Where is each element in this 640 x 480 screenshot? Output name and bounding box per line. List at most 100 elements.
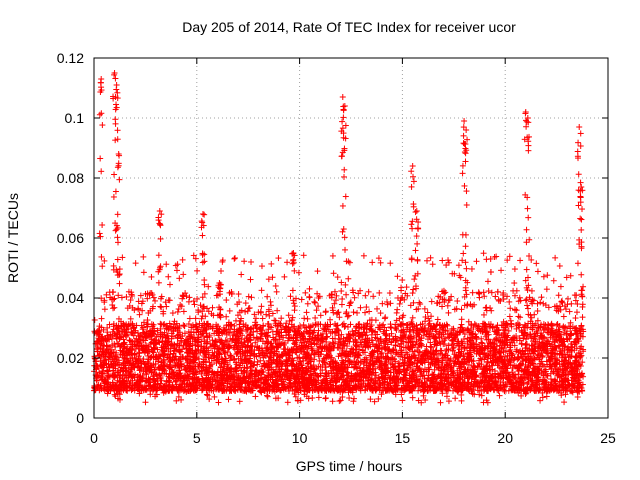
data-point <box>181 330 188 337</box>
data-point <box>561 399 568 406</box>
data-point <box>98 253 105 260</box>
data-point <box>284 399 291 406</box>
data-point <box>180 322 187 329</box>
data-point <box>223 313 230 320</box>
data-point <box>437 399 444 406</box>
data-point <box>409 394 416 401</box>
data-point <box>547 376 554 383</box>
data-point <box>204 392 211 399</box>
data-point <box>194 267 201 274</box>
data-point <box>144 295 151 302</box>
data-point <box>498 267 505 274</box>
data-point <box>579 314 586 321</box>
data-point <box>428 298 435 305</box>
data-point <box>180 271 187 278</box>
data-point <box>345 275 352 282</box>
data-point <box>346 259 353 266</box>
data-point <box>346 395 353 402</box>
data-point <box>541 363 548 370</box>
data-point <box>301 315 308 322</box>
data-point <box>444 302 451 309</box>
data-point <box>557 283 564 290</box>
data-point <box>543 393 550 400</box>
data-point <box>350 309 357 316</box>
data-point <box>179 256 186 263</box>
data-point <box>252 339 259 346</box>
data-point <box>480 250 487 257</box>
data-point <box>375 395 382 402</box>
data-point <box>506 313 513 320</box>
data-point <box>506 298 513 305</box>
data-point <box>226 307 233 314</box>
data-point <box>374 305 381 312</box>
data-point <box>287 293 294 300</box>
data-point <box>242 300 249 307</box>
data-point <box>253 334 260 341</box>
data-point <box>574 301 581 308</box>
data-point <box>445 309 452 316</box>
data-point <box>273 288 280 295</box>
data-point <box>338 279 345 286</box>
data-point <box>442 289 449 296</box>
data-point <box>363 304 370 311</box>
data-point <box>116 280 123 287</box>
data-point <box>274 307 281 314</box>
data-point <box>135 306 142 313</box>
data-point <box>347 299 354 306</box>
data-point <box>169 310 176 317</box>
data-point <box>302 289 309 296</box>
data-point <box>427 254 434 261</box>
data-point <box>537 299 544 306</box>
data-point <box>357 304 364 311</box>
data-point <box>423 257 430 264</box>
data-point <box>241 258 248 265</box>
data-point <box>309 394 316 401</box>
data-point <box>281 273 288 280</box>
data-point <box>175 306 182 313</box>
data-point <box>439 257 446 264</box>
data-point <box>322 308 329 315</box>
data-point <box>544 272 551 279</box>
data-point <box>504 293 511 300</box>
data-point <box>337 397 344 404</box>
data-point <box>264 393 271 400</box>
data-point <box>315 394 322 401</box>
data-point <box>98 315 105 322</box>
data-point <box>163 261 170 268</box>
data-point <box>480 311 487 318</box>
data-point <box>572 297 579 304</box>
data-point <box>579 301 586 308</box>
data-point <box>258 303 265 310</box>
data-point <box>217 267 224 274</box>
data-point <box>173 267 180 274</box>
data-points <box>91 70 587 406</box>
data-point <box>452 395 459 402</box>
data-point <box>215 399 222 406</box>
data-point <box>186 294 193 301</box>
data-point <box>421 305 428 312</box>
data-point <box>314 268 321 275</box>
data-point <box>528 287 535 294</box>
data-point <box>166 281 173 288</box>
data-point <box>306 285 313 292</box>
data-point <box>298 296 305 303</box>
data-point <box>458 397 465 404</box>
data-point <box>344 313 351 320</box>
data-point <box>330 270 337 277</box>
data-point <box>329 398 336 405</box>
data-point <box>543 286 550 293</box>
data-point <box>458 306 465 313</box>
data-point <box>192 315 199 322</box>
data-point <box>534 300 541 307</box>
data-point <box>231 255 238 262</box>
data-point <box>533 260 540 267</box>
data-point <box>434 316 441 323</box>
data-point <box>126 337 133 344</box>
data-point <box>538 294 545 301</box>
data-point <box>539 394 546 401</box>
data-point <box>148 273 155 280</box>
data-point <box>245 293 252 300</box>
data-point <box>127 297 134 304</box>
data-point <box>445 257 452 264</box>
